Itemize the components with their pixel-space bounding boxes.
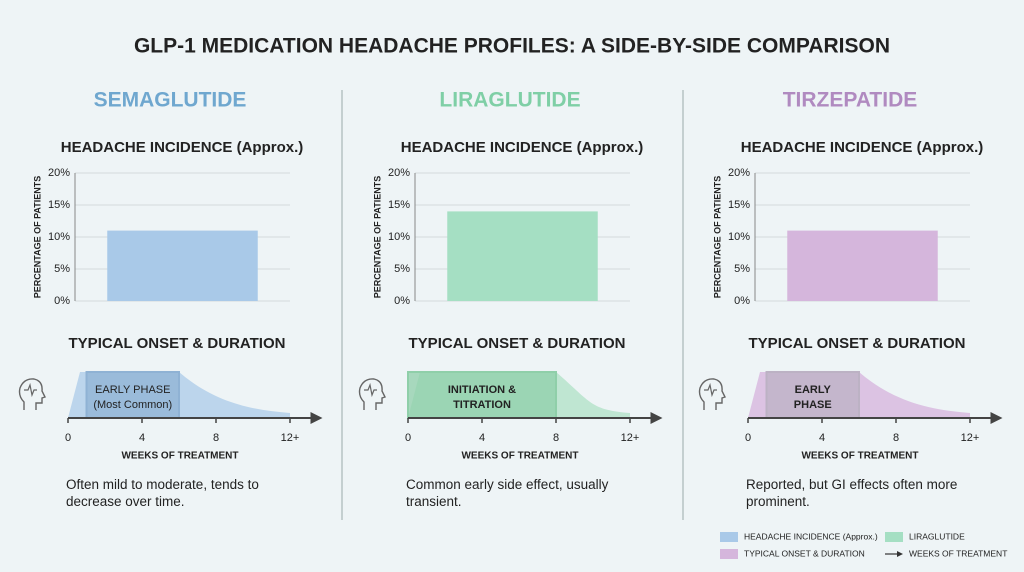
x-axis-arrow (310, 412, 323, 424)
timeline-title: TYPICAL ONSET & DURATION (409, 335, 626, 352)
x-axis-label: WEEKS OF TREATMENT (461, 451, 578, 462)
chart-title: HEADACHE INCIDENCE (Approx.) (61, 139, 304, 156)
y-tick-label: 10% (388, 231, 410, 243)
y-tick-label: 5% (394, 263, 410, 275)
y-tick-label: 15% (48, 199, 70, 211)
bar (447, 211, 598, 301)
x-tick-label: 12+ (281, 432, 300, 444)
chart-title: HEADACHE INCIDENCE (Approx.) (741, 139, 984, 156)
phase-sublabel: TITRATION (453, 399, 511, 411)
y-tick-label: 0% (54, 295, 70, 307)
pulse (704, 382, 717, 398)
x-tick-label: 4 (479, 432, 485, 444)
legend-label: LIRAGLUTIDE (909, 531, 965, 541)
pulse (364, 382, 377, 398)
x-tick-label: 12+ (961, 432, 980, 444)
timeline-title: TYPICAL ONSET & DURATION (69, 335, 286, 352)
bar (787, 230, 938, 301)
y-tick-label: 20% (48, 167, 70, 179)
head-icon (18, 378, 46, 410)
bar (107, 230, 258, 301)
y-tick-label: 10% (48, 231, 70, 243)
pulse (24, 382, 37, 398)
y-tick-label: 10% (728, 231, 750, 243)
timeline-title: TYPICAL ONSET & DURATION (749, 335, 966, 352)
x-tick-label: 12+ (621, 432, 640, 444)
y-tick-label: 5% (734, 263, 750, 275)
y-tick-label: 20% (388, 167, 410, 179)
phase-sublabel: PHASE (794, 399, 832, 411)
phase-label: EARLY PHASE (95, 384, 170, 396)
legend-arrow-head (897, 551, 903, 557)
x-tick-label: 0 (65, 432, 71, 444)
legend-swatch (720, 532, 738, 542)
legend-label: HEADACHE INCIDENCE (Approx.) (744, 531, 878, 541)
panel-note: Often mild to moderate, tends to decreas… (66, 477, 259, 509)
phase-sublabel: (Most Common) (93, 399, 172, 411)
x-tick-label: 8 (213, 432, 219, 444)
x-tick-label: 8 (553, 432, 559, 444)
head-outline (358, 378, 386, 410)
legend-swatch (885, 532, 903, 542)
legend-label: WEEKS OF TREATMENT (909, 548, 1007, 558)
phase-label: EARLY (795, 384, 832, 396)
y-tick-label: 0% (734, 295, 750, 307)
panel-title: LIRAGLUTIDE (439, 89, 580, 112)
y-tick-label: 5% (54, 263, 70, 275)
y-axis-label: PERCENTAGE OF PATIENTS (32, 176, 42, 299)
x-axis-label: WEEKS OF TREATMENT (801, 451, 918, 462)
phase-label: INITIATION & (448, 384, 516, 396)
x-tick-label: 8 (893, 432, 899, 444)
head-icon (698, 378, 726, 410)
panel-note: Common early side effect, usually transi… (406, 477, 609, 509)
y-tick-label: 15% (728, 199, 750, 211)
legend-label: TYPICAL ONSET & DURATION (744, 548, 865, 558)
chart-title: HEADACHE INCIDENCE (Approx.) (401, 139, 644, 156)
panel-title: TIRZEPATIDE (783, 89, 918, 112)
legend-swatch (720, 549, 738, 559)
y-tick-label: 20% (728, 167, 750, 179)
phase-box (407, 371, 557, 419)
panel-note: Reported, but GI effects often more prom… (746, 477, 958, 509)
x-tick-label: 0 (745, 432, 751, 444)
y-tick-label: 0% (394, 295, 410, 307)
x-axis-arrow (990, 412, 1003, 424)
page-title: GLP-1 MEDICATION HEADACHE PROFILES: A SI… (134, 35, 890, 58)
x-axis-arrow (650, 412, 663, 424)
y-axis-label: PERCENTAGE OF PATIENTS (372, 176, 382, 299)
x-axis-label: WEEKS OF TREATMENT (121, 451, 238, 462)
head-outline (698, 378, 726, 410)
y-tick-label: 15% (388, 199, 410, 211)
x-tick-label: 0 (405, 432, 411, 444)
panel-title: SEMAGLUTIDE (94, 89, 247, 112)
x-tick-label: 4 (139, 432, 145, 444)
head-icon (358, 378, 386, 410)
phase-box (85, 371, 180, 419)
head-outline (18, 378, 46, 410)
x-tick-label: 4 (819, 432, 825, 444)
y-axis-label: PERCENTAGE OF PATIENTS (712, 176, 722, 299)
